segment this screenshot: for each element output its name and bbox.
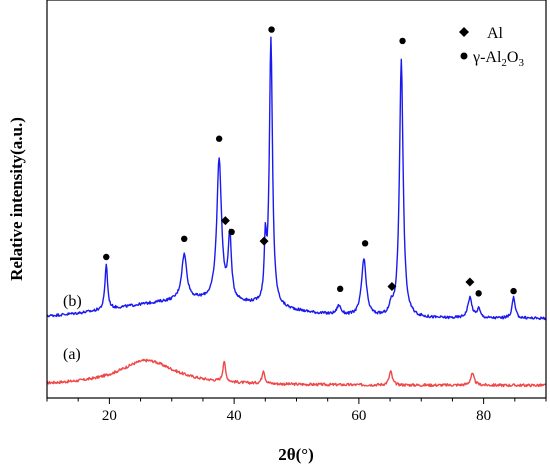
- peak-marker-gamma-alumina: [181, 235, 188, 242]
- circle-icon: [460, 52, 468, 60]
- peak-marker-gamma-alumina: [399, 37, 406, 45]
- series-label-b: (b): [63, 293, 82, 310]
- y-axis-title: Relative intensity(a.u.): [7, 117, 26, 281]
- x-axis: 20 40 60 80: [46, 398, 547, 424]
- peak-marker-gamma-alumina: [215, 135, 223, 142]
- peak-marker-al: [259, 236, 269, 246]
- diamond-icon: [459, 27, 469, 37]
- x-tick-label: 60: [351, 408, 366, 424]
- series-line-b: [46, 36, 547, 321]
- legend-item-al: Al: [459, 25, 504, 42]
- peak-marker-gamma-alumina: [475, 290, 482, 297]
- peak-marker-gamma-alumina: [228, 228, 235, 236]
- peak-marker-gamma-alumina: [268, 26, 275, 33]
- peak-marker-al: [220, 216, 230, 226]
- plot-background: [47, 0, 546, 398]
- peak-marker-gamma-alumina: [510, 287, 517, 295]
- legend-label-gamma-alumina: γ-Al2O3: [472, 49, 524, 69]
- peak-marker-gamma-alumina: [336, 285, 344, 293]
- peak-marker-al: [465, 277, 475, 287]
- peak-marker-al: [387, 282, 397, 292]
- x-tick-label: 80: [476, 408, 491, 424]
- series-layer: [46, 36, 547, 388]
- series-line-a: [46, 358, 547, 388]
- x-tick-label: 40: [227, 408, 242, 424]
- x-tick-label: 20: [102, 408, 117, 424]
- peak-marker-gamma-alumina: [103, 253, 110, 261]
- legend-label-al: Al: [487, 25, 504, 42]
- legend-item-gamma-alumina: γ-Al2O3: [460, 49, 524, 69]
- series-label-a: (a): [63, 346, 81, 363]
- marker-layer: [103, 26, 517, 297]
- legend: Al γ-Al2O3: [459, 25, 524, 69]
- x-axis-title: 2θ(°): [278, 445, 314, 464]
- peak-marker-gamma-alumina: [361, 240, 369, 247]
